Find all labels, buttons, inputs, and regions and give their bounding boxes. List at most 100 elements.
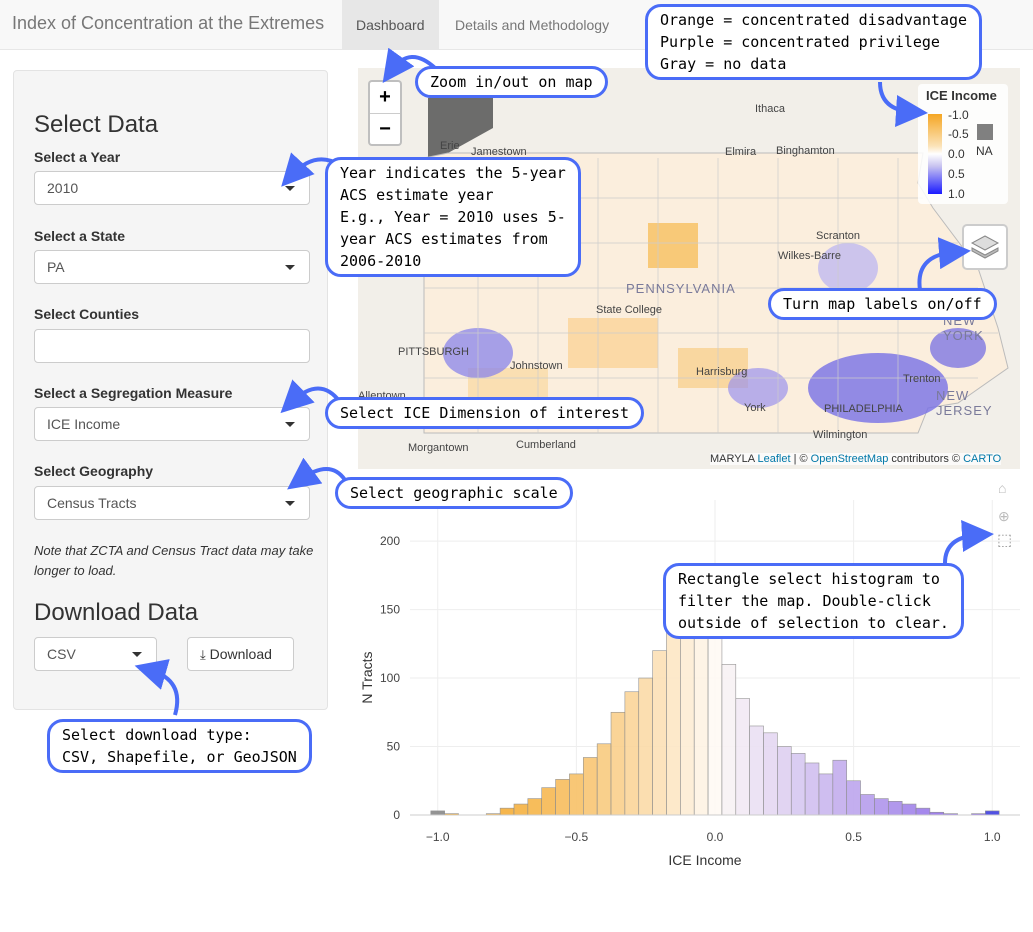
download-data-heading: Download Data: [34, 599, 199, 626]
geography-label: Select Geography: [34, 463, 154, 479]
zoom-control: + −: [368, 80, 402, 146]
map-label-city: State College: [596, 304, 663, 316]
geography-select-value: Census Tracts: [47, 495, 137, 511]
callout-color-meaning: Orange = concentrated disadvantage Purpl…: [645, 4, 983, 80]
map-label-city: PHILADELPHIA: [824, 403, 903, 415]
histogram-bar: [638, 677, 653, 816]
histogram-panel[interactable]: 0 50 100 150 200 −1.0 −0.5 0.0 0.5 1.0 ICE Income N…: [340, 485, 1033, 880]
zoom-in-button[interactable]: +: [379, 86, 391, 108]
measure-select[interactable]: ICE Income: [34, 407, 310, 441]
histogram-bar: [763, 732, 778, 816]
sidebar-panel: Select Data Select a Year 2010 Select a …: [13, 70, 328, 710]
state-select[interactable]: PA: [34, 250, 310, 284]
y-tick-label: 100: [380, 671, 400, 685]
layers-toggle-button[interactable]: [962, 224, 1008, 270]
zoom-icon[interactable]: ⊕: [998, 508, 1010, 524]
state-label: Select a State: [34, 228, 126, 244]
map-label-state: NEW JERSEY: [936, 388, 993, 418]
map-label-city: Scranton: [816, 230, 861, 242]
measure-select-value: ICE Income: [47, 416, 121, 432]
map-label-city: Morgantown: [408, 442, 469, 454]
histogram-bar: [818, 773, 834, 816]
histogram-bar: [582, 757, 598, 816]
map-label-city: Erie: [440, 140, 460, 152]
x-tick-label: 1.0: [984, 830, 1001, 844]
osm-link[interactable]: OpenStreetMap: [810, 453, 889, 465]
histogram-chart[interactable]: 0 50 100 150 200 −1.0 −0.5 0.0 0.5 1.0 ICE Income N…: [340, 485, 1033, 880]
histogram-bar: [610, 711, 626, 816]
callout-year: Year indicates the 5-year ACS estimate y…: [325, 157, 581, 277]
download-type-value: CSV: [47, 646, 76, 662]
histogram-bar: [874, 798, 889, 816]
histogram-bar: [887, 801, 903, 816]
callout-map-labels: Turn map labels on/off: [768, 288, 997, 320]
year-select[interactable]: 2010: [34, 171, 310, 205]
download-button[interactable]: ⤓ Download: [187, 637, 294, 671]
box-select-icon[interactable]: ⬚: [997, 532, 1013, 549]
callout-rectangle-select: Rectangle select histogram to filter the…: [663, 563, 964, 639]
map-label-city: Wilmington: [813, 429, 868, 441]
tab-details-methodology[interactable]: Details and Methodology: [455, 17, 610, 33]
y-tick-label: 50: [387, 740, 401, 754]
attribution-mid: contributors ©: [888, 453, 964, 465]
callout-download-type: Select download type: CSV, Shapefile, or…: [47, 719, 312, 773]
histogram-bar: [652, 650, 667, 816]
legend-tick: -1.0: [948, 108, 969, 122]
home-icon[interactable]: ⌂: [998, 480, 1007, 496]
leaflet-link[interactable]: Leaflet: [757, 453, 791, 465]
histogram-bar: [513, 803, 529, 816]
legend-tick: 0.0: [948, 147, 965, 161]
attribution-sep: | ©: [790, 453, 811, 465]
zoom-out-button[interactable]: −: [370, 113, 400, 144]
counties-input[interactable]: [34, 329, 310, 363]
chevron-down-icon: [132, 652, 142, 657]
histogram-bar: [707, 636, 723, 816]
histogram-bar: [804, 762, 820, 816]
histogram-bar: [527, 798, 543, 816]
legend-tick: 0.5: [948, 167, 965, 181]
attribution-prefix: MARYLA: [710, 453, 755, 465]
histogram-bar: [901, 803, 917, 816]
y-tick-label: 0: [393, 808, 400, 822]
state-select-value: PA: [47, 259, 65, 275]
histogram-bar: [735, 698, 750, 816]
download-button-label: Download: [209, 646, 272, 662]
histogram-bar: [555, 779, 570, 816]
map-label-city: York: [744, 402, 766, 414]
legend-title: ICE Income: [926, 88, 997, 103]
load-time-note: Note that ZCTA and Census Tract data may…: [34, 543, 314, 578]
histogram-bar: [499, 807, 515, 816]
map-label-city: Cumberland: [516, 439, 576, 451]
geography-select[interactable]: Census Tracts: [34, 486, 310, 520]
year-label: Select a Year: [34, 149, 121, 165]
histogram-bar: [915, 807, 931, 816]
y-tick-label: 200: [380, 534, 400, 548]
histogram-bar: [541, 787, 556, 816]
measure-label: Select a Segregation Measure: [34, 385, 233, 401]
histogram-bar: [777, 746, 792, 816]
x-tick-label: −0.5: [565, 830, 589, 844]
legend-na-swatch: [977, 124, 993, 140]
callout-ice-dimension: Select ICE Dimension of interest: [325, 397, 644, 429]
chevron-down-icon: [285, 501, 295, 506]
map-attribution: MARYLA Leaflet | © OpenStreetMap contrib…: [710, 453, 1002, 465]
tab-dashboard[interactable]: Dashboard: [342, 0, 439, 50]
histogram-bar: [430, 810, 445, 816]
histogram-bar: [569, 773, 584, 816]
histogram-bar: [749, 725, 764, 816]
map-label-city: Jamestown: [471, 146, 527, 158]
y-tick-label: 150: [380, 603, 400, 617]
histogram-bar: [985, 810, 1000, 816]
leaflet-map[interactable]: Erie Jamestown Ithaca Elmira Binghamton …: [358, 68, 1020, 469]
legend-tick: 1.0: [948, 187, 965, 201]
map-label-city: Harrisburg: [696, 366, 748, 378]
map-label-city: PITTSBURGH: [398, 346, 469, 358]
histogram-bar: [790, 753, 806, 816]
carto-link[interactable]: CARTO: [963, 453, 1002, 465]
histogram-bar: [680, 609, 695, 816]
histogram-bar: [860, 794, 875, 816]
download-type-select[interactable]: CSV: [34, 637, 157, 671]
x-axis-title: ICE Income: [668, 852, 741, 868]
chevron-down-icon: [285, 186, 295, 191]
